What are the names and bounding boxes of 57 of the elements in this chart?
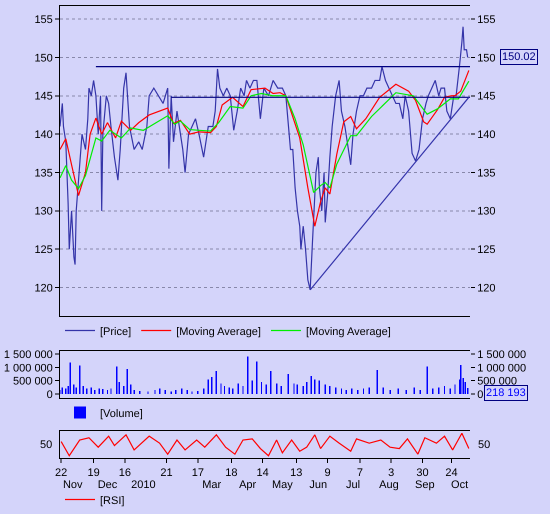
x2-tick-label: Dec (98, 479, 118, 492)
y2-tick-label: 1 000 000 (477, 362, 526, 374)
text: 218 193 (486, 387, 526, 399)
y2-tick-label: 145 (477, 90, 496, 103)
x2-tick-label: Mar (202, 479, 222, 492)
x-tick-label: 7 (356, 467, 364, 480)
x-tick-label: 18 (225, 467, 238, 480)
legend-label: [Moving Average] (176, 326, 261, 338)
text: 150.02 (502, 51, 536, 63)
y-tick-label: 0 (46, 388, 53, 401)
legend-label: [Price] (100, 326, 132, 338)
x-tick-label: 13 (290, 467, 302, 480)
x-tick-label: 19 (87, 467, 100, 480)
y-tick-label: 125 (34, 244, 53, 256)
x2-tick-label: Oct (451, 479, 468, 492)
x2-tick-label: Sep (415, 479, 435, 492)
x-tick-label: 24 (445, 467, 458, 480)
x2-tick-label: Aug (379, 479, 399, 492)
y-tick-label: 1 500 000 (4, 349, 53, 362)
y2-tick-label: 1 500 000 (477, 349, 526, 362)
y-tick-label: 135 (34, 167, 53, 180)
y2-tick-label: 150 (477, 52, 496, 64)
y2-tick-label: 155 (477, 14, 496, 26)
y2-tick-label: 500 000 (477, 376, 517, 388)
y-tick-label: 150 (34, 52, 53, 64)
y2-tick-label: 125 (477, 244, 496, 256)
y-tick-label: 140 (34, 128, 53, 141)
x-tick-label: 16 (118, 467, 131, 480)
x2-tick-label: 2010 (131, 479, 156, 492)
legend-label: [RSI] (100, 494, 124, 507)
x2-tick-label: Jun (309, 479, 328, 492)
y-tick-label: 120 (34, 282, 53, 294)
y2-tick-label: 135 (477, 167, 496, 180)
x-tick-label: 22 (55, 467, 68, 480)
x2-tick-label: Apr (239, 479, 257, 492)
legend-label: [Volume] (100, 408, 143, 420)
x-tick-label: 9 (324, 467, 331, 480)
y-tick-label: 1 000 000 (4, 362, 53, 374)
y-tick-label: 155 (34, 14, 53, 26)
x-tick-label: 21 (160, 467, 173, 480)
y2-tick-label: 130 (477, 206, 496, 218)
x-tick-label: 14 (256, 467, 269, 480)
y-tick-label: 145 (34, 90, 53, 103)
y2-tick-label: 0 (477, 388, 484, 401)
x-tick-label: 30 (416, 467, 429, 480)
x2-tick-label: Nov (62, 479, 84, 492)
x2-tick-label: May (272, 479, 294, 492)
y2-tick-label: 140 (477, 128, 496, 141)
text: 50 (478, 439, 490, 451)
text: 50 (40, 439, 52, 451)
y-tick-label: 130 (34, 206, 53, 218)
y-tick-label: 500 000 (13, 376, 53, 388)
x2-tick-label: Jul (346, 479, 360, 492)
y2-tick-label: 120 (477, 282, 496, 294)
x-tick-label: 3 (388, 467, 394, 480)
x-tick-label: 17 (192, 467, 204, 480)
legend-label: [Moving Average] (306, 326, 391, 338)
